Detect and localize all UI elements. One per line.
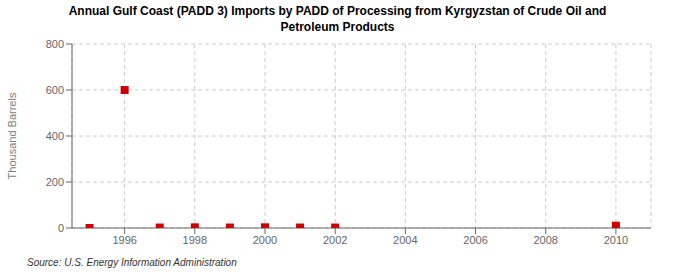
svg-text:800: 800 [46,38,64,50]
html-text:Source: U.S. Energy Informatio: Source: U.S. Energy Information Administ… [27,257,237,268]
svg-text:600: 600 [46,84,64,96]
svg-text:2006: 2006 [463,234,487,246]
svg-text:Thousand Barrels: Thousand Barrels [8,92,18,179]
svg-text:1996: 1996 [112,234,136,246]
svg-text:2000: 2000 [253,234,277,246]
svg-text:200: 200 [46,176,64,188]
svg-text:1998: 1998 [183,234,207,246]
svg-text:2008: 2008 [533,234,557,246]
svg-text:400: 400 [46,130,64,142]
svg-text:2004: 2004 [393,234,417,246]
svg-text:0: 0 [58,222,64,234]
html-text:Petroleum Products: Petroleum Products [280,20,395,34]
svg-text:2010: 2010 [604,234,628,246]
html-text:Annual Gulf Coast (PADD 3) Imp: Annual Gulf Coast (PADD 3) Imports by PA… [68,4,607,18]
svg-text:2002: 2002 [323,234,347,246]
